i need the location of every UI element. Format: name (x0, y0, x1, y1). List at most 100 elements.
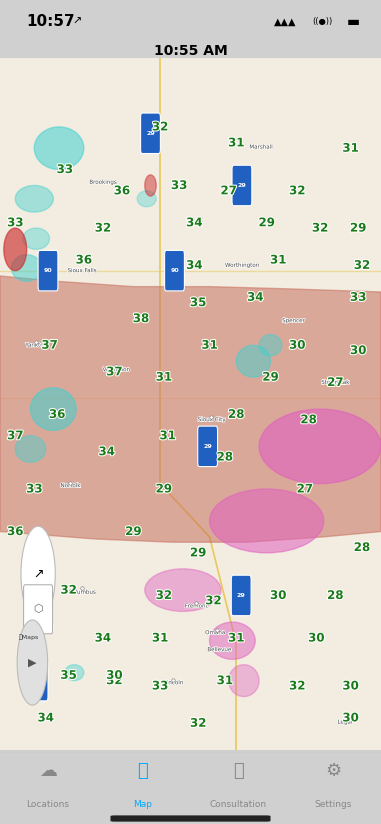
Text: 30: 30 (343, 680, 359, 692)
FancyBboxPatch shape (28, 660, 48, 701)
FancyBboxPatch shape (110, 816, 271, 822)
Text: 33: 33 (350, 291, 366, 304)
Text: 10:55 AM: 10:55 AM (154, 44, 227, 58)
Text: 31: 31 (160, 429, 176, 442)
Text: 32: 32 (152, 120, 168, 133)
Text: 34: 34 (95, 631, 111, 644)
Text: 33: 33 (26, 482, 42, 495)
FancyBboxPatch shape (231, 575, 251, 616)
Text: 37: 37 (7, 429, 23, 442)
FancyBboxPatch shape (24, 585, 53, 634)
Text: 29: 29 (190, 546, 206, 559)
Text: 10:57: 10:57 (27, 14, 75, 30)
Text: 32: 32 (106, 674, 122, 687)
Text: 35: 35 (190, 296, 206, 309)
Text: ⚙: ⚙ (325, 761, 341, 780)
Text: 28: 28 (301, 413, 317, 426)
Ellipse shape (137, 191, 156, 207)
Text: 32: 32 (205, 594, 221, 607)
Text: 31: 31 (270, 254, 286, 266)
Text: 37: 37 (106, 365, 122, 378)
Text: 31: 31 (228, 136, 244, 149)
Text: 32: 32 (95, 222, 111, 235)
Text: Spencer: Spencer (282, 318, 305, 323)
FancyBboxPatch shape (232, 166, 252, 206)
Text: 32: 32 (190, 717, 206, 730)
Text: 31: 31 (217, 674, 233, 687)
Text: Worthington: Worthington (225, 263, 259, 268)
Text: 90: 90 (170, 268, 179, 273)
Text: 29: 29 (350, 222, 366, 235)
FancyBboxPatch shape (198, 426, 218, 466)
Text: Fremont: Fremont (185, 604, 208, 609)
Text: 29: 29 (263, 371, 279, 384)
Text: Legal: Legal (338, 719, 352, 724)
Ellipse shape (65, 665, 84, 681)
Text: Sioux Falls: Sioux Falls (67, 268, 96, 273)
Ellipse shape (145, 569, 221, 611)
Text: Consultation: Consultation (210, 800, 267, 809)
FancyBboxPatch shape (141, 113, 160, 153)
Text: 38: 38 (133, 312, 149, 325)
Text: 28: 28 (354, 541, 370, 554)
Ellipse shape (4, 228, 27, 270)
Ellipse shape (210, 622, 255, 659)
Text: Settings: Settings (315, 800, 352, 809)
Text: ▲▲▲: ▲▲▲ (274, 17, 297, 27)
Text: 32: 32 (156, 589, 172, 602)
Text: 🍎Maps: 🍎Maps (18, 634, 39, 639)
Text: 28: 28 (228, 408, 244, 421)
Text: ▬: ▬ (347, 15, 360, 29)
Text: 36: 36 (7, 525, 23, 538)
Text: 27: 27 (297, 482, 313, 495)
Text: Vermillion: Vermillion (102, 368, 130, 372)
Text: Columbus: Columbus (68, 590, 96, 595)
Text: Omaha: Omaha (205, 630, 226, 635)
Ellipse shape (145, 175, 156, 196)
Text: 36: 36 (114, 185, 130, 197)
Text: 34: 34 (186, 259, 202, 272)
Text: 29: 29 (259, 216, 275, 229)
Text: 32: 32 (289, 185, 305, 197)
Text: 27: 27 (221, 185, 237, 197)
Text: Storm Lak: Storm Lak (321, 380, 349, 385)
Text: ⬡: ⬡ (33, 604, 43, 614)
Text: 30: 30 (289, 339, 305, 352)
Text: 30: 30 (343, 711, 359, 724)
Text: Norfolk: Norfolk (61, 483, 80, 489)
Text: 33: 33 (57, 163, 73, 176)
Text: ↗: ↗ (72, 17, 82, 27)
Text: 32: 32 (312, 222, 328, 235)
Text: 29: 29 (238, 183, 246, 188)
Ellipse shape (23, 228, 50, 250)
Text: ☁: ☁ (38, 761, 57, 780)
Text: 31: 31 (343, 142, 359, 155)
Text: 34: 34 (99, 445, 115, 458)
FancyBboxPatch shape (165, 250, 184, 291)
Text: Brookings: Brookings (89, 180, 117, 185)
Text: 36: 36 (76, 254, 92, 266)
FancyBboxPatch shape (38, 250, 58, 291)
Ellipse shape (210, 489, 324, 553)
Text: 30: 30 (270, 589, 286, 602)
Text: 33: 33 (7, 216, 23, 229)
Ellipse shape (15, 436, 46, 462)
Text: 29: 29 (203, 444, 212, 449)
Text: ↗: ↗ (33, 568, 43, 581)
Text: 35: 35 (61, 669, 77, 681)
Text: 32: 32 (38, 620, 54, 634)
Text: 31: 31 (152, 631, 168, 644)
Text: 30: 30 (106, 669, 122, 681)
Text: 29: 29 (146, 131, 155, 136)
Text: 28: 28 (217, 451, 233, 464)
Text: 29: 29 (237, 593, 245, 598)
Text: ((●)): ((●)) (312, 17, 333, 26)
Text: ▶: ▶ (28, 658, 37, 667)
Ellipse shape (34, 127, 84, 170)
Polygon shape (0, 276, 381, 542)
Text: 36: 36 (49, 408, 65, 421)
Text: 💬: 💬 (233, 761, 243, 780)
Ellipse shape (15, 185, 53, 212)
Text: Bellevue: Bellevue (207, 647, 231, 653)
Text: 32: 32 (354, 259, 370, 272)
